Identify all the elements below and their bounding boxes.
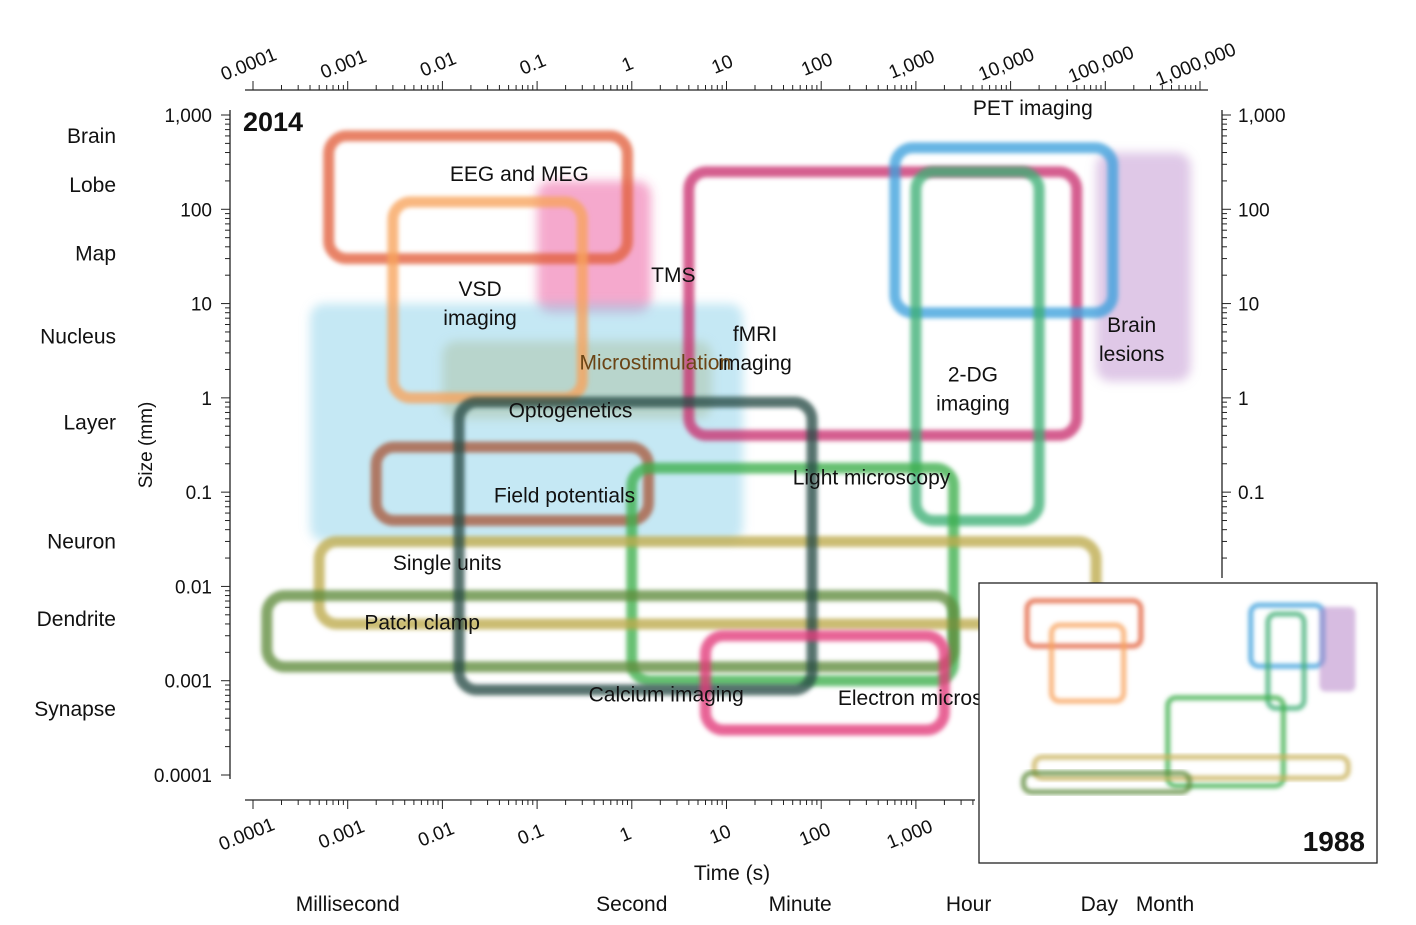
region-light-microscopy — [626, 462, 960, 687]
region-label-calcium-imaging: Calcium imaging — [589, 684, 744, 707]
region-label-single-units: Single units — [393, 552, 502, 575]
size-scale-label-brain: Brain — [67, 125, 116, 148]
region-patch-clamp — [261, 590, 960, 673]
region-fmri-imaging — [683, 166, 1083, 441]
left-y-tick-label: 1 — [201, 389, 212, 410]
region-field-potentials — [370, 441, 654, 527]
region-calcium-imaging — [453, 396, 818, 696]
left-y-tick-label: 0.001 — [164, 672, 212, 693]
size-scale-label-synapse: Synapse — [34, 698, 116, 721]
right-y-tick-label: 100 — [1238, 200, 1270, 221]
top-x-tick-label: 10 — [709, 51, 736, 78]
left-y-tick-label: 10 — [191, 295, 212, 316]
inset-region — [1024, 598, 1144, 649]
region-2-dg-imaging — [910, 166, 1045, 527]
region-pet-imaging — [889, 142, 1119, 319]
top-x-tick-label: 0.01 — [417, 48, 459, 81]
inset-region — [1165, 695, 1286, 789]
region-label-vsd-imaging-line2: imaging — [443, 307, 517, 330]
region-label-field-potentials: Field potentials — [494, 484, 635, 507]
fills-layer — [310, 152, 1191, 542]
size-scale-label-lobe: Lobe — [69, 174, 116, 197]
size-scale-label-layer: Layer — [63, 411, 116, 434]
right-y-tick-label: 1 — [1238, 389, 1249, 410]
x-axis-label: Time (s) — [694, 862, 770, 885]
year-label-2014: 2014 — [243, 107, 303, 137]
right-y-tick-label: 1,000 — [1238, 106, 1286, 127]
right-y-tick-label: 10 — [1238, 295, 1259, 316]
top-x-tick-label: 100,000 — [1065, 42, 1137, 87]
top-x-tick-label: 100 — [799, 49, 836, 80]
bottom-x-tick-label: 100 — [797, 819, 834, 850]
size-scale-label-neuron: Neuron — [47, 530, 116, 553]
bottom-x-tick-label: 10 — [707, 821, 734, 848]
region-label-eeg-and-meg: EEG and MEG — [450, 163, 589, 186]
time-scale-label-second: Second — [596, 893, 667, 916]
region-label-microstimulation: Microstimulation — [579, 351, 731, 374]
size-scale-label-nucleus: Nucleus — [40, 325, 116, 348]
time-scale-label-hour: Hour — [946, 893, 992, 916]
time-scale-label-millisecond: Millisecond — [296, 893, 400, 916]
year-label-1988: 1988 — [1303, 826, 1365, 857]
inset-1988: 1988 — [978, 582, 1378, 864]
region-label-brain-lesions-line1: Brain — [1107, 314, 1156, 337]
bottom-x-tick-label: 0.0001 — [216, 814, 278, 855]
right-y-tick-label: 0.1 — [1238, 483, 1264, 504]
top-x-tick-label: 0.001 — [318, 46, 370, 83]
region-label-fmri-imaging-line2: imaging — [718, 352, 792, 375]
top-x-tick-label: 1,000,000 — [1153, 39, 1239, 90]
top-x-tick-label: 10,000 — [976, 44, 1038, 85]
bottom-x-tick-label: 0.01 — [415, 818, 457, 851]
region-label-fmri-imaging-line1: fMRI — [733, 323, 777, 346]
region-label-brain-lesions-line2: lesions — [1099, 343, 1164, 366]
inset-frame — [978, 582, 1378, 864]
bottom-x-tick-label: 1 — [617, 823, 635, 846]
region-label-2-dg-imaging-line1: 2-DG — [948, 363, 998, 386]
left-y-tick-label: 100 — [180, 200, 212, 221]
inset-region — [1265, 611, 1307, 711]
region-label-vsd-imaging-line1: VSD — [458, 278, 501, 301]
region-label-optogenetics: Optogenetics — [509, 399, 633, 422]
top-x-tick-label: 0.0001 — [218, 44, 280, 85]
top-x-tick-label: 1,000 — [886, 46, 938, 83]
region-brain-lesions — [1096, 152, 1191, 382]
time-scale-label-month: Month — [1136, 893, 1194, 916]
inset-region — [1020, 770, 1192, 795]
left-y-tick-label: 0.0001 — [154, 766, 212, 787]
left-y-tick-label: 1,000 — [164, 106, 212, 127]
size-scale-label-dendrite: Dendrite — [37, 608, 116, 631]
region-label-pet-imaging: PET imaging — [973, 97, 1093, 120]
left-y-tick-label: 0.1 — [186, 483, 212, 504]
bottom-x-tick-label: 0.001 — [316, 816, 368, 853]
region-label-light-microscopy: Light microscopy — [793, 467, 951, 490]
region-label-tms: TMS — [651, 264, 695, 287]
y-axis-label: Size (mm) — [136, 402, 157, 489]
inset-region — [1319, 606, 1356, 692]
bottom-x-tick-label: 1,000 — [884, 816, 936, 853]
region-eeg-and-meg — [323, 130, 633, 265]
top-x-tick-label: 1 — [619, 53, 637, 76]
region-label-patch-clamp: Patch clamp — [364, 611, 480, 634]
time-scale-label-minute: Minute — [769, 893, 832, 916]
region-label-2-dg-imaging-line2: imaging — [936, 392, 1010, 415]
region-electron-microscopy — [699, 630, 950, 736]
inset-region — [1049, 622, 1127, 704]
size-scale-label-map: Map — [75, 242, 116, 265]
left-y-tick-label: 0.01 — [175, 577, 212, 598]
time-scale-label-day: Day — [1081, 893, 1119, 916]
bottom-x-tick-label: 0.1 — [515, 820, 547, 849]
top-x-tick-label: 0.1 — [517, 50, 549, 79]
